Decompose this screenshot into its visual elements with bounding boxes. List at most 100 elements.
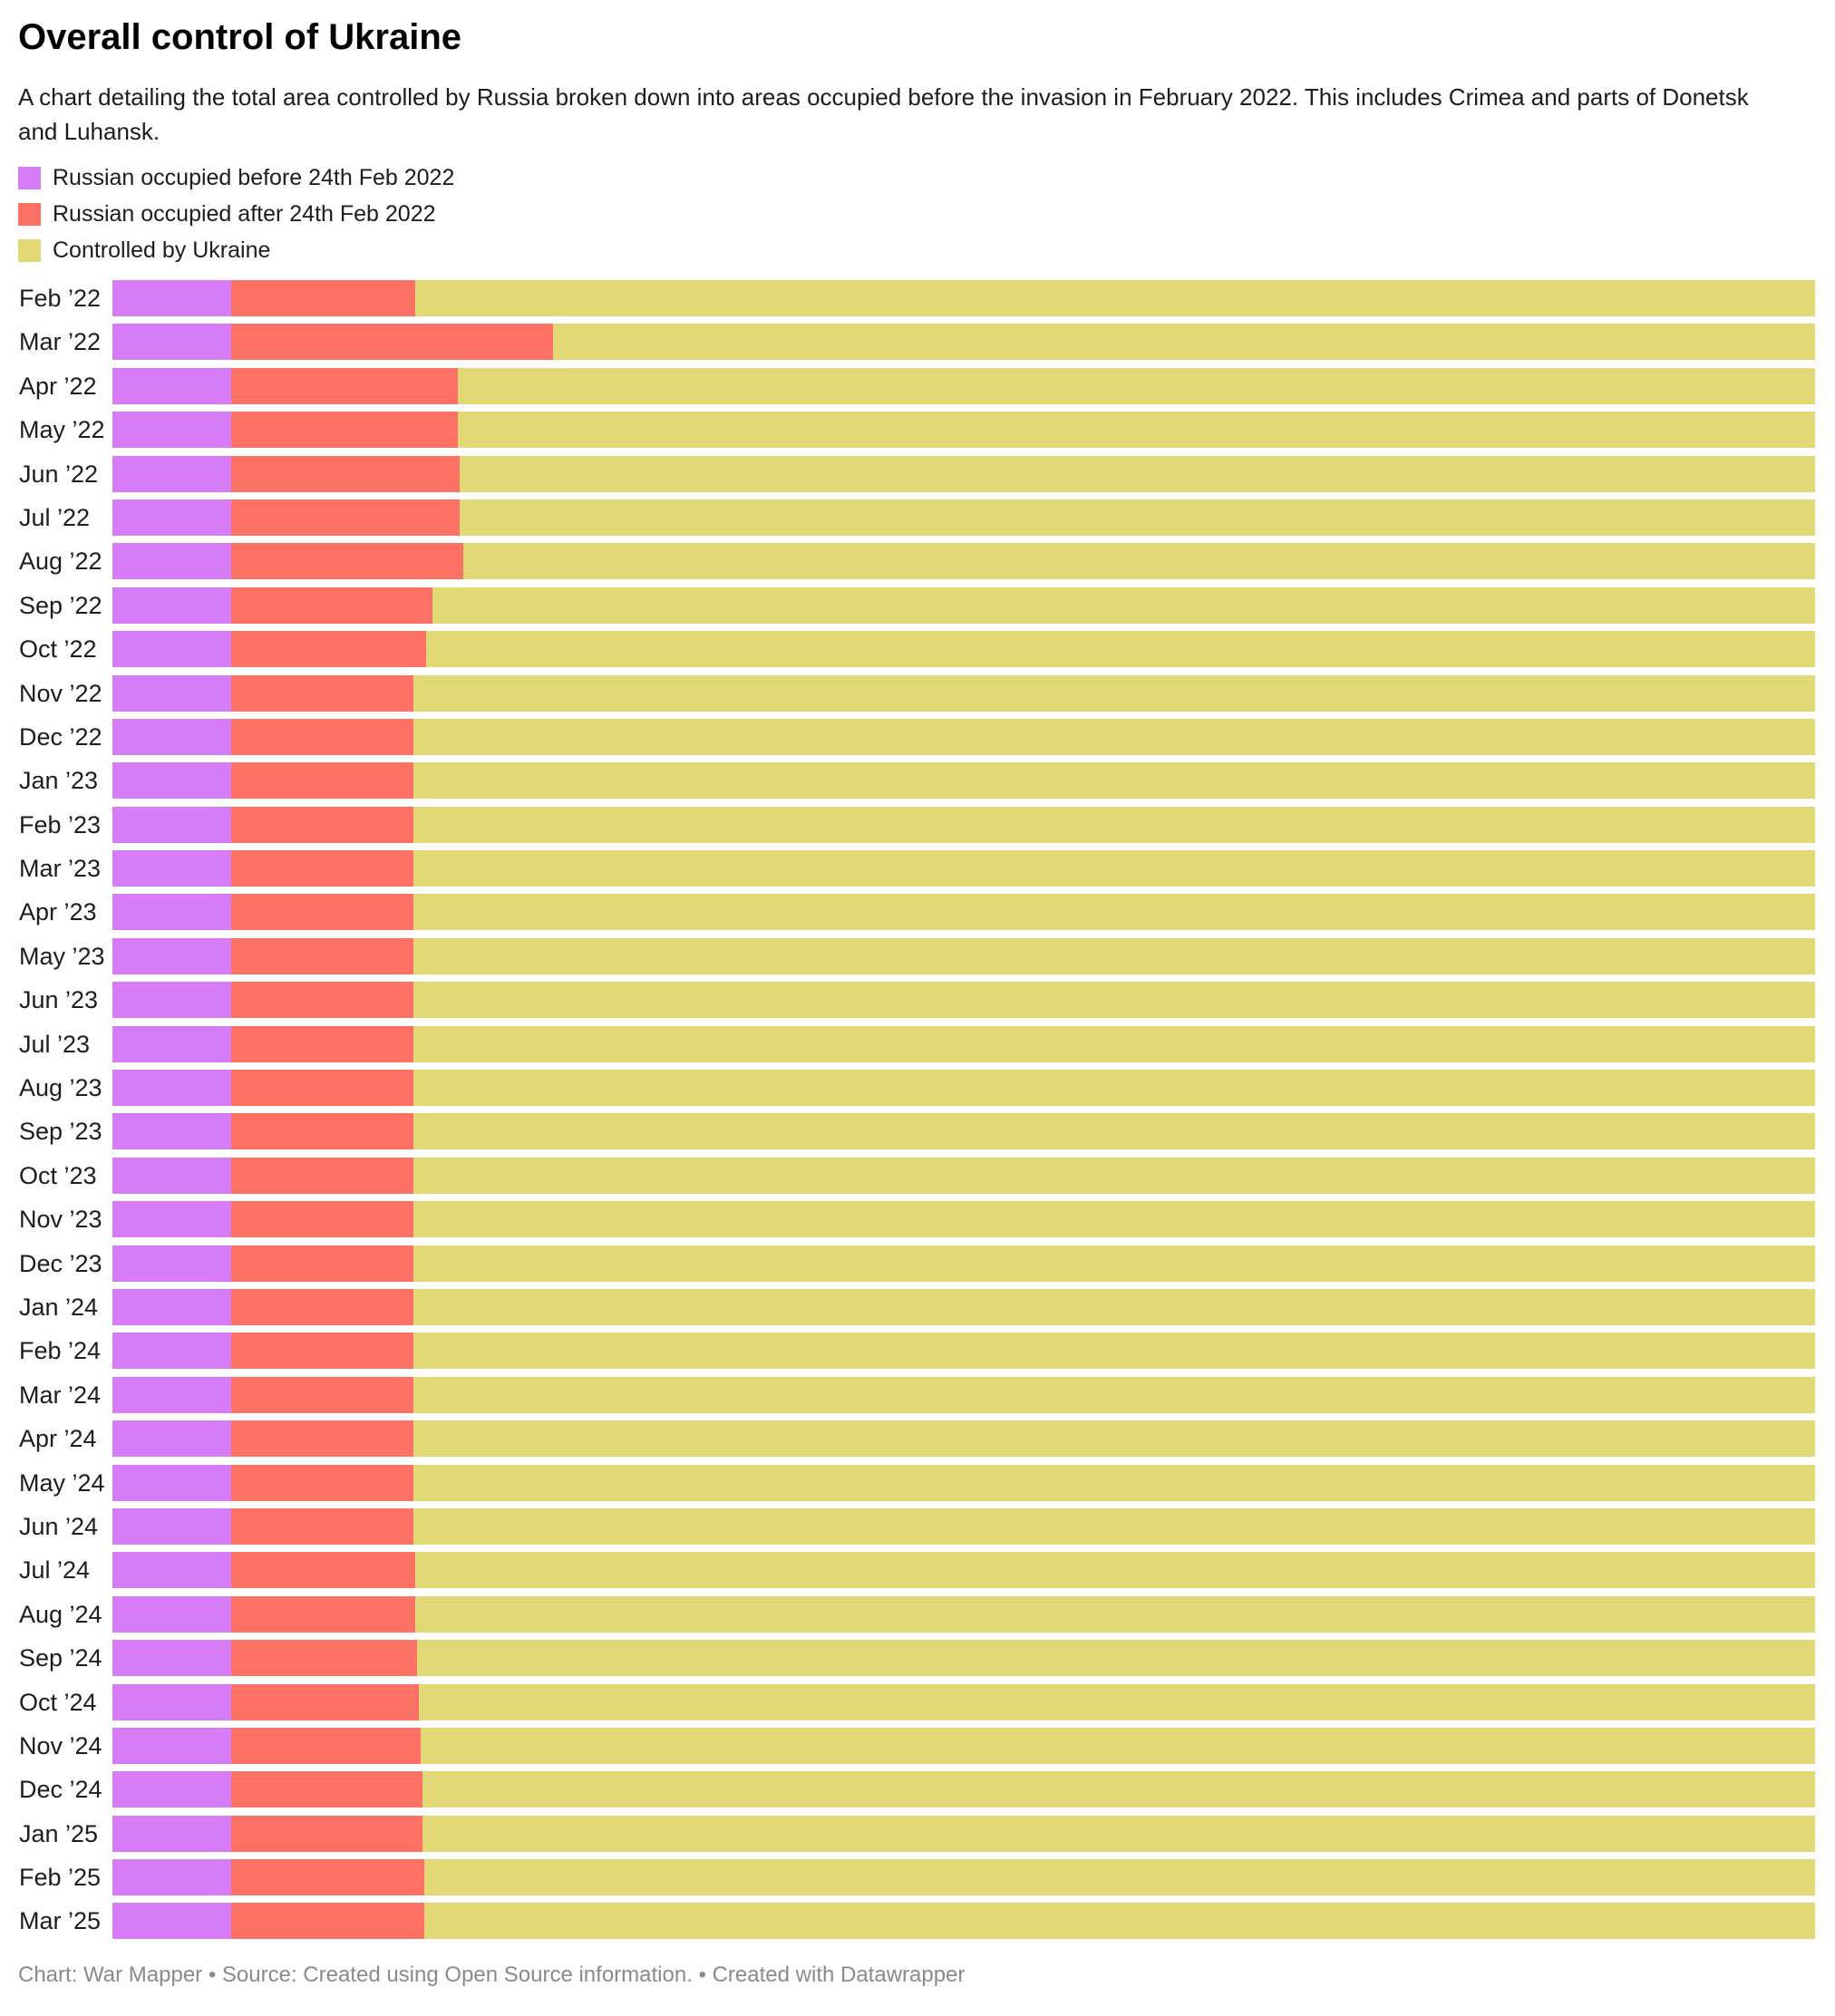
bar-segment-before[interactable] bbox=[112, 982, 232, 1019]
bar-segment-before[interactable] bbox=[112, 412, 232, 449]
bar-segment-after[interactable] bbox=[231, 1507, 414, 1545]
bar-segment-after[interactable] bbox=[231, 455, 461, 492]
bar-segment-after[interactable] bbox=[231, 718, 414, 755]
bar-segment-ukraine[interactable] bbox=[422, 1771, 1815, 1808]
bar-segment-before[interactable] bbox=[112, 1201, 232, 1238]
bar-segment-before[interactable] bbox=[112, 280, 232, 316]
bar-segment-after[interactable] bbox=[231, 1640, 418, 1677]
bar-segment-after[interactable] bbox=[231, 1070, 414, 1107]
bar-segment-before[interactable] bbox=[112, 499, 232, 536]
bar-segment-after[interactable] bbox=[231, 1113, 414, 1150]
bar-segment-after[interactable] bbox=[231, 1552, 416, 1589]
bar-segment-ukraine[interactable] bbox=[415, 1595, 1815, 1633]
bar-segment-after[interactable] bbox=[231, 982, 414, 1019]
bar-segment-after[interactable] bbox=[231, 324, 554, 361]
bar-segment-ukraine[interactable] bbox=[458, 367, 1815, 404]
bar-segment-ukraine[interactable] bbox=[423, 1859, 1815, 1896]
bar-segment-after[interactable] bbox=[231, 543, 463, 580]
bar-segment-before[interactable] bbox=[112, 543, 232, 580]
bar-segment-before[interactable] bbox=[112, 894, 232, 931]
bar-segment-ukraine[interactable] bbox=[413, 762, 1815, 800]
bar-segment-ukraine[interactable] bbox=[413, 894, 1815, 931]
bar-segment-ukraine[interactable] bbox=[413, 982, 1815, 1019]
bar-segment-after[interactable] bbox=[231, 1771, 422, 1808]
bar-segment-ukraine[interactable] bbox=[413, 1070, 1815, 1107]
bar-segment-ukraine[interactable] bbox=[419, 1683, 1815, 1720]
bar-segment-before[interactable] bbox=[112, 762, 232, 800]
bar-segment-ukraine[interactable] bbox=[413, 718, 1815, 755]
bar-segment-before[interactable] bbox=[112, 937, 232, 974]
bar-segment-ukraine[interactable] bbox=[460, 455, 1815, 492]
bar-segment-ukraine[interactable] bbox=[413, 850, 1815, 887]
bar-segment-ukraine[interactable] bbox=[415, 280, 1815, 316]
bar-segment-before[interactable] bbox=[112, 324, 232, 361]
bar-segment-before[interactable] bbox=[112, 850, 232, 887]
bar-segment-before[interactable] bbox=[112, 1420, 232, 1458]
bar-segment-before[interactable] bbox=[112, 1333, 232, 1370]
bar-segment-after[interactable] bbox=[231, 1903, 424, 1940]
bar-segment-ukraine[interactable] bbox=[553, 324, 1815, 361]
bar-segment-before[interactable] bbox=[112, 1727, 232, 1764]
bar-segment-after[interactable] bbox=[231, 631, 426, 668]
bar-segment-after[interactable] bbox=[231, 1025, 414, 1062]
bar-segment-before[interactable] bbox=[112, 455, 232, 492]
bar-segment-before[interactable] bbox=[112, 1815, 232, 1852]
bar-segment-after[interactable] bbox=[231, 1595, 416, 1633]
bar-segment-before[interactable] bbox=[112, 1464, 232, 1501]
bar-segment-ukraine[interactable] bbox=[458, 412, 1815, 449]
bar-segment-ukraine[interactable] bbox=[413, 1201, 1815, 1238]
bar-segment-ukraine[interactable] bbox=[423, 1903, 1815, 1940]
bar-segment-ukraine[interactable] bbox=[432, 586, 1815, 624]
bar-segment-after[interactable] bbox=[231, 412, 459, 449]
bar-segment-before[interactable] bbox=[112, 631, 232, 668]
bar-segment-before[interactable] bbox=[112, 1157, 232, 1194]
bar-segment-before[interactable] bbox=[112, 1507, 232, 1545]
bar-segment-after[interactable] bbox=[231, 674, 414, 712]
bar-segment-ukraine[interactable] bbox=[413, 674, 1815, 712]
bar-segment-ukraine[interactable] bbox=[420, 1727, 1815, 1764]
bar-segment-after[interactable] bbox=[231, 1464, 414, 1501]
bar-segment-ukraine[interactable] bbox=[413, 1464, 1815, 1501]
bar-segment-before[interactable] bbox=[112, 1288, 232, 1325]
bar-segment-after[interactable] bbox=[231, 367, 459, 404]
bar-segment-ukraine[interactable] bbox=[413, 1376, 1815, 1413]
bar-segment-ukraine[interactable] bbox=[413, 1157, 1815, 1194]
bar-segment-ukraine[interactable] bbox=[413, 937, 1815, 974]
bar-segment-before[interactable] bbox=[112, 586, 232, 624]
bar-segment-before[interactable] bbox=[112, 367, 232, 404]
bar-segment-before[interactable] bbox=[112, 1552, 232, 1589]
bar-segment-ukraine[interactable] bbox=[425, 631, 1815, 668]
bar-segment-after[interactable] bbox=[231, 1157, 414, 1194]
bar-segment-before[interactable] bbox=[112, 1245, 232, 1282]
bar-segment-after[interactable] bbox=[231, 1420, 414, 1458]
bar-segment-after[interactable] bbox=[231, 894, 414, 931]
bar-segment-after[interactable] bbox=[231, 1683, 420, 1720]
bar-segment-ukraine[interactable] bbox=[413, 1420, 1815, 1458]
bar-segment-after[interactable] bbox=[231, 1245, 414, 1282]
bar-segment-after[interactable] bbox=[231, 280, 416, 316]
bar-segment-ukraine[interactable] bbox=[413, 806, 1815, 843]
bar-segment-before[interactable] bbox=[112, 1025, 232, 1062]
bar-segment-before[interactable] bbox=[112, 1771, 232, 1808]
bar-segment-after[interactable] bbox=[231, 586, 433, 624]
bar-segment-ukraine[interactable] bbox=[413, 1025, 1815, 1062]
bar-segment-before[interactable] bbox=[112, 1376, 232, 1413]
bar-segment-before[interactable] bbox=[112, 674, 232, 712]
bar-segment-before[interactable] bbox=[112, 806, 232, 843]
bar-segment-before[interactable] bbox=[112, 1903, 232, 1940]
bar-segment-ukraine[interactable] bbox=[413, 1245, 1815, 1282]
bar-segment-before[interactable] bbox=[112, 1859, 232, 1896]
bar-segment-after[interactable] bbox=[231, 1859, 424, 1896]
bar-segment-after[interactable] bbox=[231, 1727, 421, 1764]
bar-segment-ukraine[interactable] bbox=[413, 1507, 1815, 1545]
bar-segment-before[interactable] bbox=[112, 1070, 232, 1107]
bar-segment-ukraine[interactable] bbox=[413, 1288, 1815, 1325]
bar-segment-before[interactable] bbox=[112, 1113, 232, 1150]
bar-segment-before[interactable] bbox=[112, 718, 232, 755]
bar-segment-after[interactable] bbox=[231, 499, 461, 536]
bar-segment-after[interactable] bbox=[231, 1815, 422, 1852]
bar-segment-after[interactable] bbox=[231, 762, 414, 800]
bar-segment-after[interactable] bbox=[231, 1376, 414, 1413]
bar-segment-after[interactable] bbox=[231, 850, 414, 887]
bar-segment-ukraine[interactable] bbox=[462, 543, 1815, 580]
